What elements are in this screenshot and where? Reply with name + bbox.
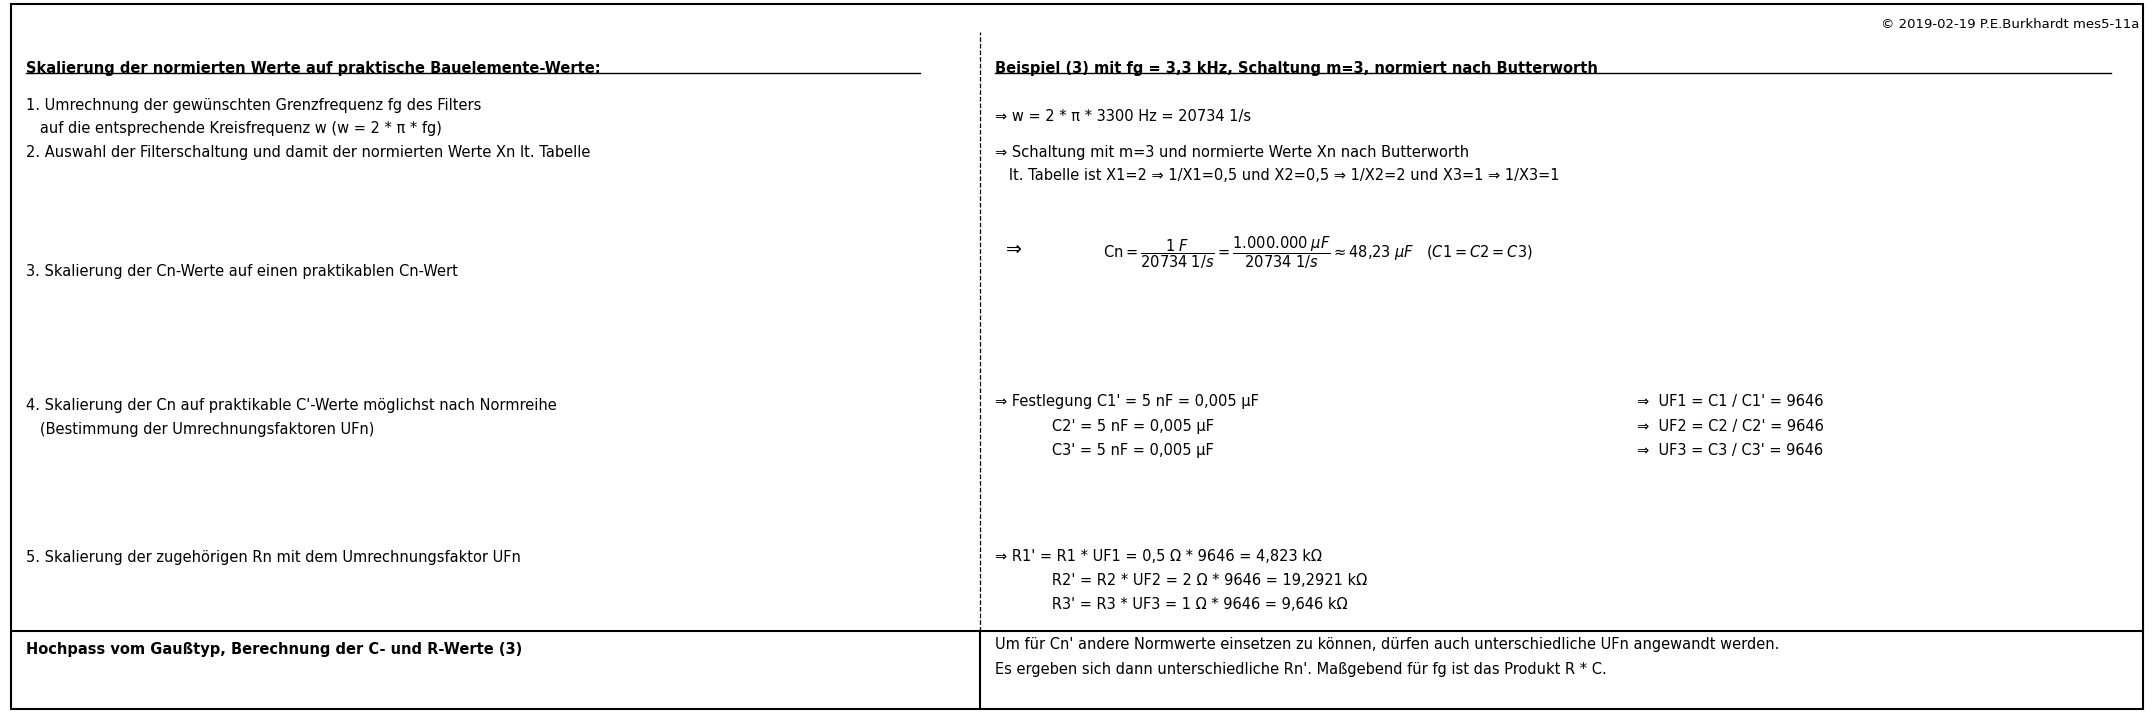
Text: 4. Skalierung der Cn auf praktikable C'-Werte möglichst nach Normreihe: 4. Skalierung der Cn auf praktikable C'-… (26, 398, 556, 413)
Text: auf die entsprechende Kreisfrequenz w (w = 2 * π * fg): auf die entsprechende Kreisfrequenz w (w… (26, 121, 442, 136)
Text: 2. Auswahl der Filterschaltung und damit der normierten Werte Xn lt. Tabelle: 2. Auswahl der Filterschaltung und damit… (26, 145, 590, 160)
Text: 5. Skalierung der zugehörigen Rn mit dem Umrechnungsfaktor UFn: 5. Skalierung der zugehörigen Rn mit dem… (26, 550, 521, 565)
Text: ⇒  UF3 = C3 / C3' = 9646: ⇒ UF3 = C3 / C3' = 9646 (1637, 443, 1822, 458)
Text: Es ergeben sich dann unterschiedliche Rn'. Maßgebend für fg ist das Produkt R * : Es ergeben sich dann unterschiedliche Rn… (995, 662, 1607, 677)
Text: Hochpass vom Gaußtyp, Berechnung der C- und R-Werte (3): Hochpass vom Gaußtyp, Berechnung der C- … (26, 642, 521, 657)
Text: $\mathrm{Cn} = \dfrac{1\;F}{20734\;1/s} = \dfrac{1.000.000\;\mu F}{20734\;1/s} \: $\mathrm{Cn} = \dfrac{1\;F}{20734\;1/s} … (1103, 235, 1534, 272)
Text: 1. Umrechnung der gewünschten Grenzfrequenz fg des Filters: 1. Umrechnung der gewünschten Grenzfrequ… (26, 98, 480, 113)
Text: ⇒: ⇒ (1006, 240, 1021, 259)
Text: C3' = 5 nF = 0,005 μF: C3' = 5 nF = 0,005 μF (1038, 443, 1215, 458)
Text: ⇒ R1' = R1 * UF1 = 0,5 Ω * 9646 = 4,823 kΩ: ⇒ R1' = R1 * UF1 = 0,5 Ω * 9646 = 4,823 … (995, 549, 1323, 564)
Text: ⇒ Festlegung C1' = 5 nF = 0,005 μF: ⇒ Festlegung C1' = 5 nF = 0,005 μF (995, 394, 1260, 409)
Text: R3' = R3 * UF3 = 1 Ω * 9646 = 9,646 kΩ: R3' = R3 * UF3 = 1 Ω * 9646 = 9,646 kΩ (1038, 597, 1348, 612)
Text: (Bestimmung der Umrechnungsfaktoren UFn): (Bestimmung der Umrechnungsfaktoren UFn) (26, 422, 375, 437)
Text: Skalierung der normierten Werte auf praktische Bauelemente-Werte:: Skalierung der normierten Werte auf prak… (26, 61, 601, 76)
Text: ⇒ w = 2 * π * 3300 Hz = 20734 1/s: ⇒ w = 2 * π * 3300 Hz = 20734 1/s (995, 109, 1251, 124)
Text: © 2019-02-19 P.E.Burkhardt mes5-11a: © 2019-02-19 P.E.Burkhardt mes5-11a (1880, 18, 2139, 31)
Text: 3. Skalierung der Cn-Werte auf einen praktikablen Cn-Wert: 3. Skalierung der Cn-Werte auf einen pra… (26, 264, 457, 279)
Text: Um für Cn' andere Normwerte einsetzen zu können, dürfen auch unterschiedliche UF: Um für Cn' andere Normwerte einsetzen zu… (995, 637, 1779, 652)
Text: C2' = 5 nF = 0,005 μF: C2' = 5 nF = 0,005 μF (1038, 419, 1215, 434)
Text: lt. Tabelle ist X1=2 ⇒ 1/X1=0,5 und X2=0,5 ⇒ 1/X2=2 und X3=1 ⇒ 1/X3=1: lt. Tabelle ist X1=2 ⇒ 1/X1=0,5 und X2=0… (995, 168, 1559, 183)
Text: ⇒  UF1 = C1 / C1' = 9646: ⇒ UF1 = C1 / C1' = 9646 (1637, 394, 1824, 409)
Text: Beispiel (3) mit fg = 3,3 kHz, Schaltung m=3, normiert nach Butterworth: Beispiel (3) mit fg = 3,3 kHz, Schaltung… (995, 61, 1598, 76)
Text: ⇒  UF2 = C2 / C2' = 9646: ⇒ UF2 = C2 / C2' = 9646 (1637, 419, 1824, 434)
Text: ⇒ Schaltung mit m=3 und normierte Werte Xn nach Butterworth: ⇒ Schaltung mit m=3 und normierte Werte … (995, 145, 1469, 160)
Text: R2' = R2 * UF2 = 2 Ω * 9646 = 19,2921 kΩ: R2' = R2 * UF2 = 2 Ω * 9646 = 19,2921 kΩ (1038, 573, 1368, 588)
